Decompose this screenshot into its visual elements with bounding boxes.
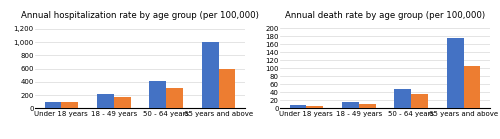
Bar xyxy=(342,102,359,108)
Bar xyxy=(290,105,306,108)
Bar xyxy=(359,104,376,108)
Title: Annual death rate by age group (per 100,000): Annual death rate by age group (per 100,… xyxy=(285,11,485,20)
Bar xyxy=(150,81,166,108)
Bar xyxy=(97,95,114,108)
Bar xyxy=(306,106,323,108)
Bar xyxy=(394,89,411,108)
Bar xyxy=(166,88,183,108)
Title: Annual hospitalization rate by age group (per 100,000): Annual hospitalization rate by age group… xyxy=(21,11,259,20)
Bar xyxy=(447,38,464,108)
Bar xyxy=(62,102,78,108)
Bar xyxy=(411,94,428,108)
Bar xyxy=(218,69,236,108)
Bar xyxy=(114,97,130,108)
Bar xyxy=(44,102,62,108)
Bar xyxy=(464,66,480,108)
Legend: No Fall 2023 Vaccine, With Moderna Fall 2023 Vaccine: No Fall 2023 Vaccine, With Moderna Fall … xyxy=(41,136,239,139)
Legend: No Fall 2023 Vaccine, With Moderna Fall 2023 Vaccine: No Fall 2023 Vaccine, With Moderna Fall … xyxy=(286,136,484,139)
Bar xyxy=(202,42,218,108)
